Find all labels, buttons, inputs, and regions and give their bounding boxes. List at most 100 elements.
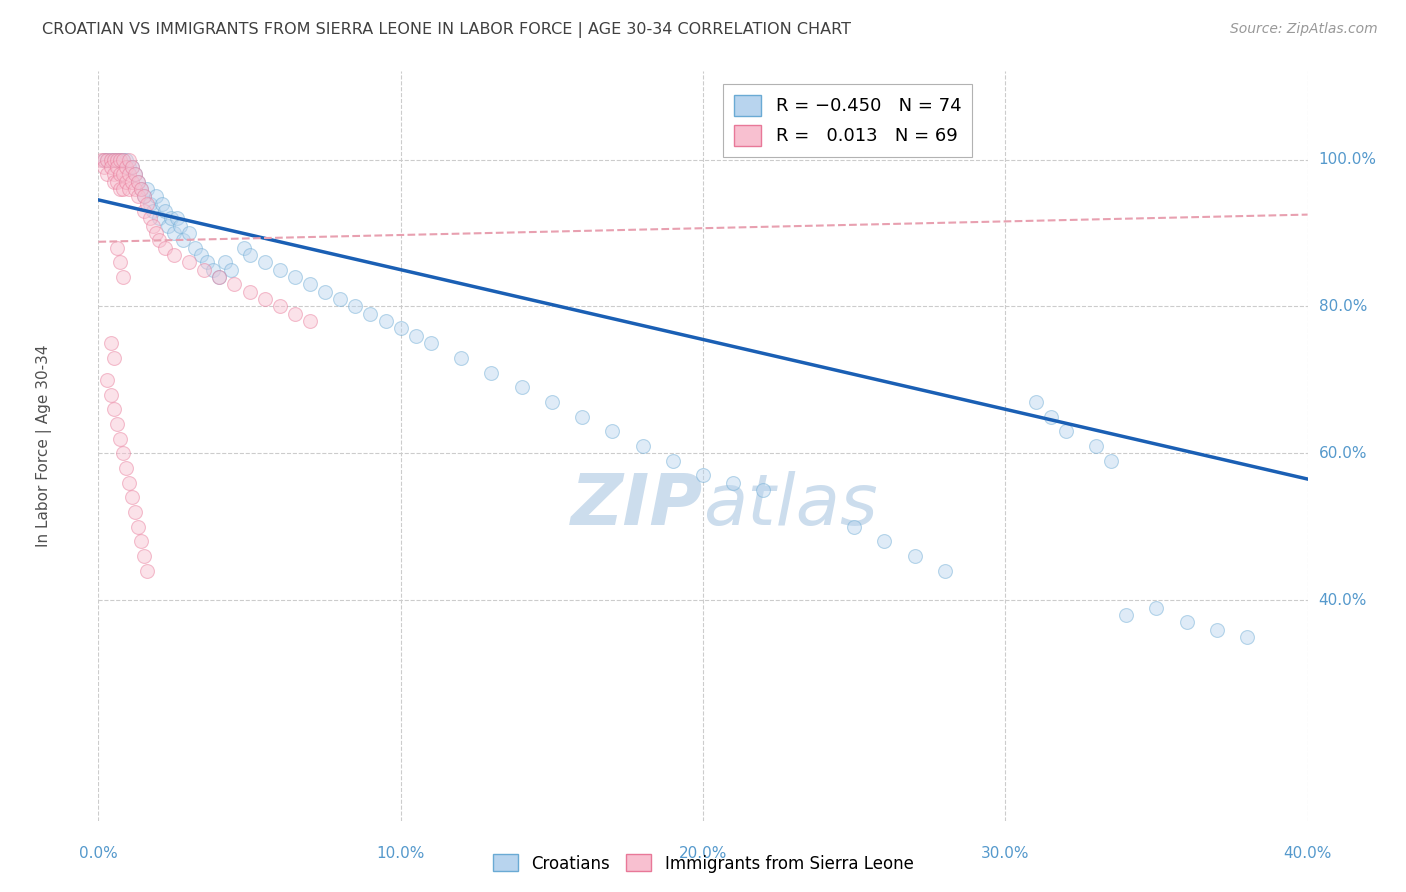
Point <box>129 534 152 549</box>
Point <box>253 255 276 269</box>
Text: 100.0%: 100.0% <box>1319 152 1376 167</box>
Point <box>105 153 128 167</box>
Point <box>269 300 291 314</box>
Point <box>103 402 125 417</box>
Point <box>114 175 136 189</box>
Text: In Labor Force | Age 30-34: In Labor Force | Age 30-34 <box>37 344 52 548</box>
Point <box>214 255 236 269</box>
Point <box>153 203 176 218</box>
Point <box>145 189 167 203</box>
Point <box>299 277 322 292</box>
Point <box>1024 395 1046 409</box>
Point <box>153 241 176 255</box>
Point <box>360 307 382 321</box>
Point <box>481 366 503 380</box>
Point <box>111 153 134 167</box>
Text: CROATIAN VS IMMIGRANTS FROM SIERRA LEONE IN LABOR FORCE | AGE 30-34 CORRELATION : CROATIAN VS IMMIGRANTS FROM SIERRA LEONE… <box>42 22 851 38</box>
Point <box>1175 615 1198 630</box>
Point <box>232 241 254 255</box>
Text: 30.0%: 30.0% <box>981 846 1029 861</box>
Text: 0.0%: 0.0% <box>79 846 118 861</box>
Point <box>202 262 225 277</box>
Point <box>142 219 165 233</box>
Point <box>1039 409 1062 424</box>
Point <box>111 182 134 196</box>
Point <box>269 262 291 277</box>
Text: ZIP: ZIP <box>571 472 703 541</box>
Point <box>114 461 136 475</box>
Point <box>132 203 155 218</box>
Point <box>160 211 183 226</box>
Point <box>135 564 157 578</box>
Point <box>420 336 443 351</box>
Point <box>904 549 927 564</box>
Point <box>93 160 115 174</box>
Point <box>118 475 141 490</box>
Point <box>108 182 131 196</box>
Legend: R = −0.450   N = 74, R =   0.013   N = 69: R = −0.450 N = 74, R = 0.013 N = 69 <box>723 84 972 156</box>
Point <box>934 564 956 578</box>
Point <box>118 153 141 167</box>
Point <box>132 189 155 203</box>
Point <box>239 285 262 299</box>
Point <box>135 182 157 196</box>
Point <box>118 182 141 196</box>
Text: 20.0%: 20.0% <box>679 846 727 861</box>
Point <box>100 336 122 351</box>
Point <box>118 167 141 181</box>
Point <box>752 483 775 497</box>
Point <box>723 475 745 490</box>
Point <box>224 277 246 292</box>
Point <box>100 153 122 167</box>
Point <box>389 321 412 335</box>
Point <box>129 182 152 196</box>
Point <box>96 167 118 181</box>
Point <box>96 153 118 167</box>
Point <box>1054 425 1077 439</box>
Point <box>129 182 152 196</box>
Point <box>571 409 593 424</box>
Point <box>105 175 128 189</box>
Point <box>103 167 125 181</box>
Point <box>93 153 115 167</box>
Point <box>108 167 131 181</box>
Point <box>114 153 136 167</box>
Point <box>631 439 654 453</box>
Point <box>179 255 201 269</box>
Text: 10.0%: 10.0% <box>377 846 425 861</box>
Point <box>661 453 683 467</box>
Point <box>540 395 562 409</box>
Point <box>103 351 125 365</box>
Point <box>124 167 146 181</box>
Point <box>873 534 896 549</box>
Point <box>111 446 134 460</box>
Point <box>179 226 201 240</box>
Point <box>108 255 131 269</box>
Point <box>127 189 149 203</box>
Point <box>169 219 191 233</box>
Point <box>221 262 243 277</box>
Point <box>96 153 118 167</box>
Point <box>127 175 149 189</box>
Point <box>132 189 155 203</box>
Point <box>1115 607 1137 622</box>
Point <box>208 270 231 285</box>
Point <box>510 380 533 394</box>
Point <box>150 196 173 211</box>
Point <box>344 300 367 314</box>
Point <box>105 417 128 431</box>
Point <box>148 233 170 247</box>
Point <box>208 270 231 285</box>
Point <box>124 505 146 519</box>
Point <box>602 425 624 439</box>
Point <box>284 270 307 285</box>
Point <box>139 211 162 226</box>
Point <box>163 248 186 262</box>
Point <box>121 160 143 174</box>
Point <box>118 160 141 174</box>
Point <box>184 241 207 255</box>
Point <box>239 248 262 262</box>
Point <box>111 167 134 181</box>
Point <box>166 211 188 226</box>
Point <box>90 153 112 167</box>
